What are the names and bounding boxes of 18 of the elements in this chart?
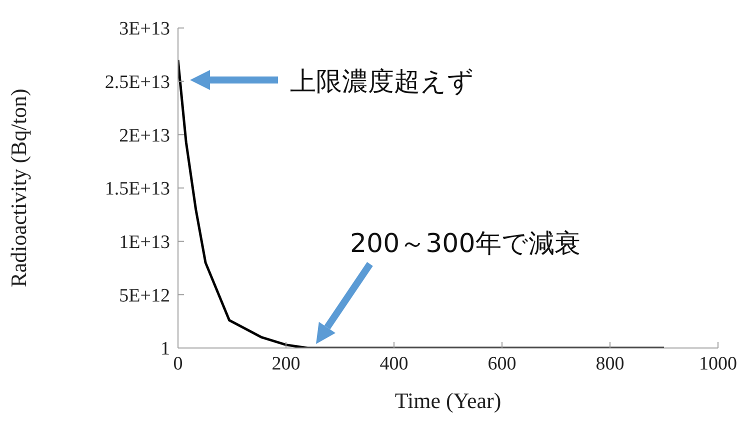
y-axis-title: Radioactivity (Bq/ton) [6,88,31,288]
y-tick-label: 1 [160,338,170,360]
annotation: 200～300年で減衰 [350,229,580,259]
x-tick-label: 800 [596,353,624,374]
y-tick-label: 5E+12 [119,285,170,306]
x-tick-label: 1000 [699,353,737,374]
annotation: 上限濃度超えず [290,67,474,97]
y-tick-label: 1.5E+13 [104,178,170,200]
y-tick-label: 1E+13 [119,232,170,254]
x-tick-label: 600 [488,353,516,374]
x-tick-label: 400 [380,353,408,374]
x-tick-label: 200 [272,353,300,374]
y-tick-label: 3E+13 [119,18,170,40]
y-tick-label: 2E+13 [119,125,170,146]
x-tick-label: 0 [173,353,183,374]
line-series [178,58,666,348]
x-axis-title: Time (Year) [394,388,502,413]
y-tick-label: 2.5E+13 [104,72,170,94]
